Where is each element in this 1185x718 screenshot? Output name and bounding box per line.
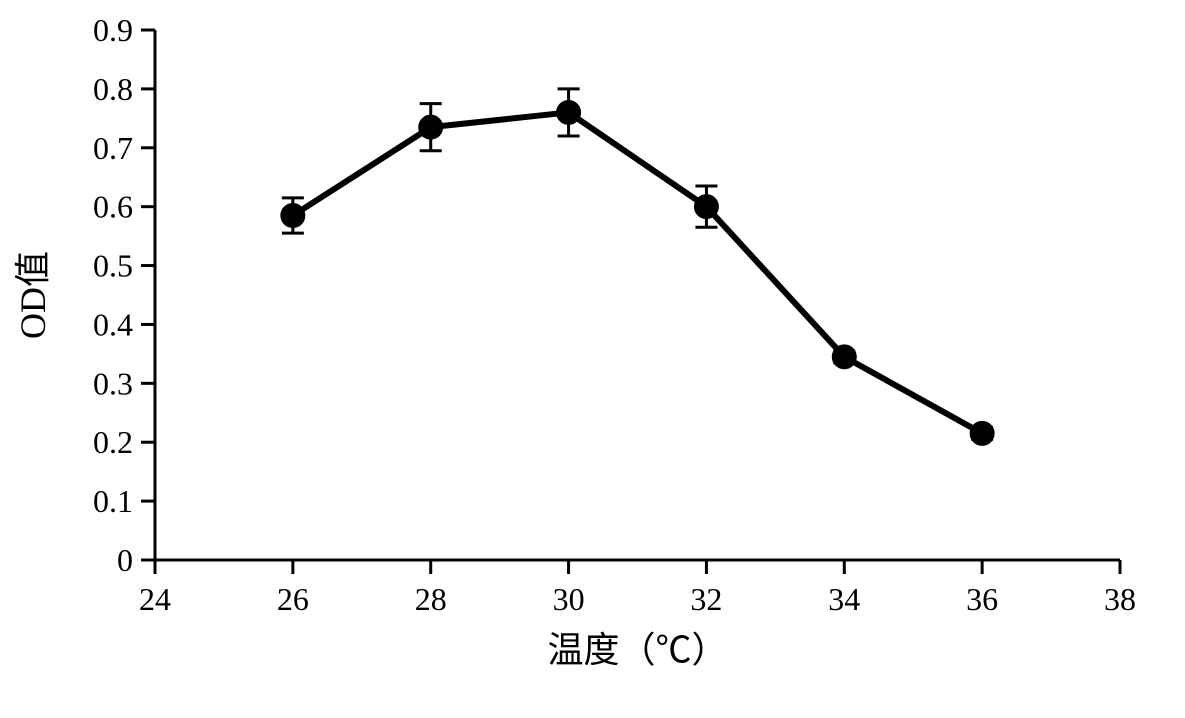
chart-bg: [0, 0, 1185, 718]
y-tick-label: 0.3: [93, 365, 133, 401]
y-tick-label: 0.7: [93, 130, 133, 166]
marker-circle: [281, 204, 305, 228]
data-point: [832, 345, 856, 369]
y-tick-label: 0: [117, 542, 133, 578]
marker-circle: [970, 421, 994, 445]
x-axis-label: 温度（℃）: [547, 630, 727, 670]
y-tick-label: 0.4: [93, 306, 133, 342]
x-tick-label: 32: [690, 581, 722, 617]
y-tick-label: 0.8: [93, 71, 133, 107]
marker-circle: [832, 345, 856, 369]
marker-circle: [557, 100, 581, 124]
y-tick-label: 0.2: [93, 424, 133, 460]
y-tick-label: 0.5: [93, 248, 133, 284]
y-tick-label: 0.1: [93, 483, 133, 519]
chart-container: 24 26 28 30 32 34 36 38 0 0.1 0.2 0.3 0.4 0.5 0.6 0.7 0.…: [0, 0, 1185, 718]
marker-circle: [694, 195, 718, 219]
x-tick-label: 38: [1104, 581, 1136, 617]
x-tick-label: 28: [415, 581, 447, 617]
marker-circle: [419, 115, 443, 139]
x-tick-label: 26: [277, 581, 309, 617]
y-tick-label: 0.9: [93, 12, 133, 48]
x-tick-label: 34: [828, 581, 860, 617]
line-chart: 24 26 28 30 32 34 36 38 0 0.1 0.2 0.3 0.4 0.5 0.6 0.7 0.…: [0, 0, 1185, 718]
y-axis-label: OD值: [13, 251, 53, 339]
x-tick-label: 30: [553, 581, 585, 617]
y-tick-label: 0.6: [93, 189, 133, 225]
x-tick-label: 24: [139, 581, 171, 617]
x-tick-label: 36: [966, 581, 998, 617]
data-point: [970, 421, 994, 445]
